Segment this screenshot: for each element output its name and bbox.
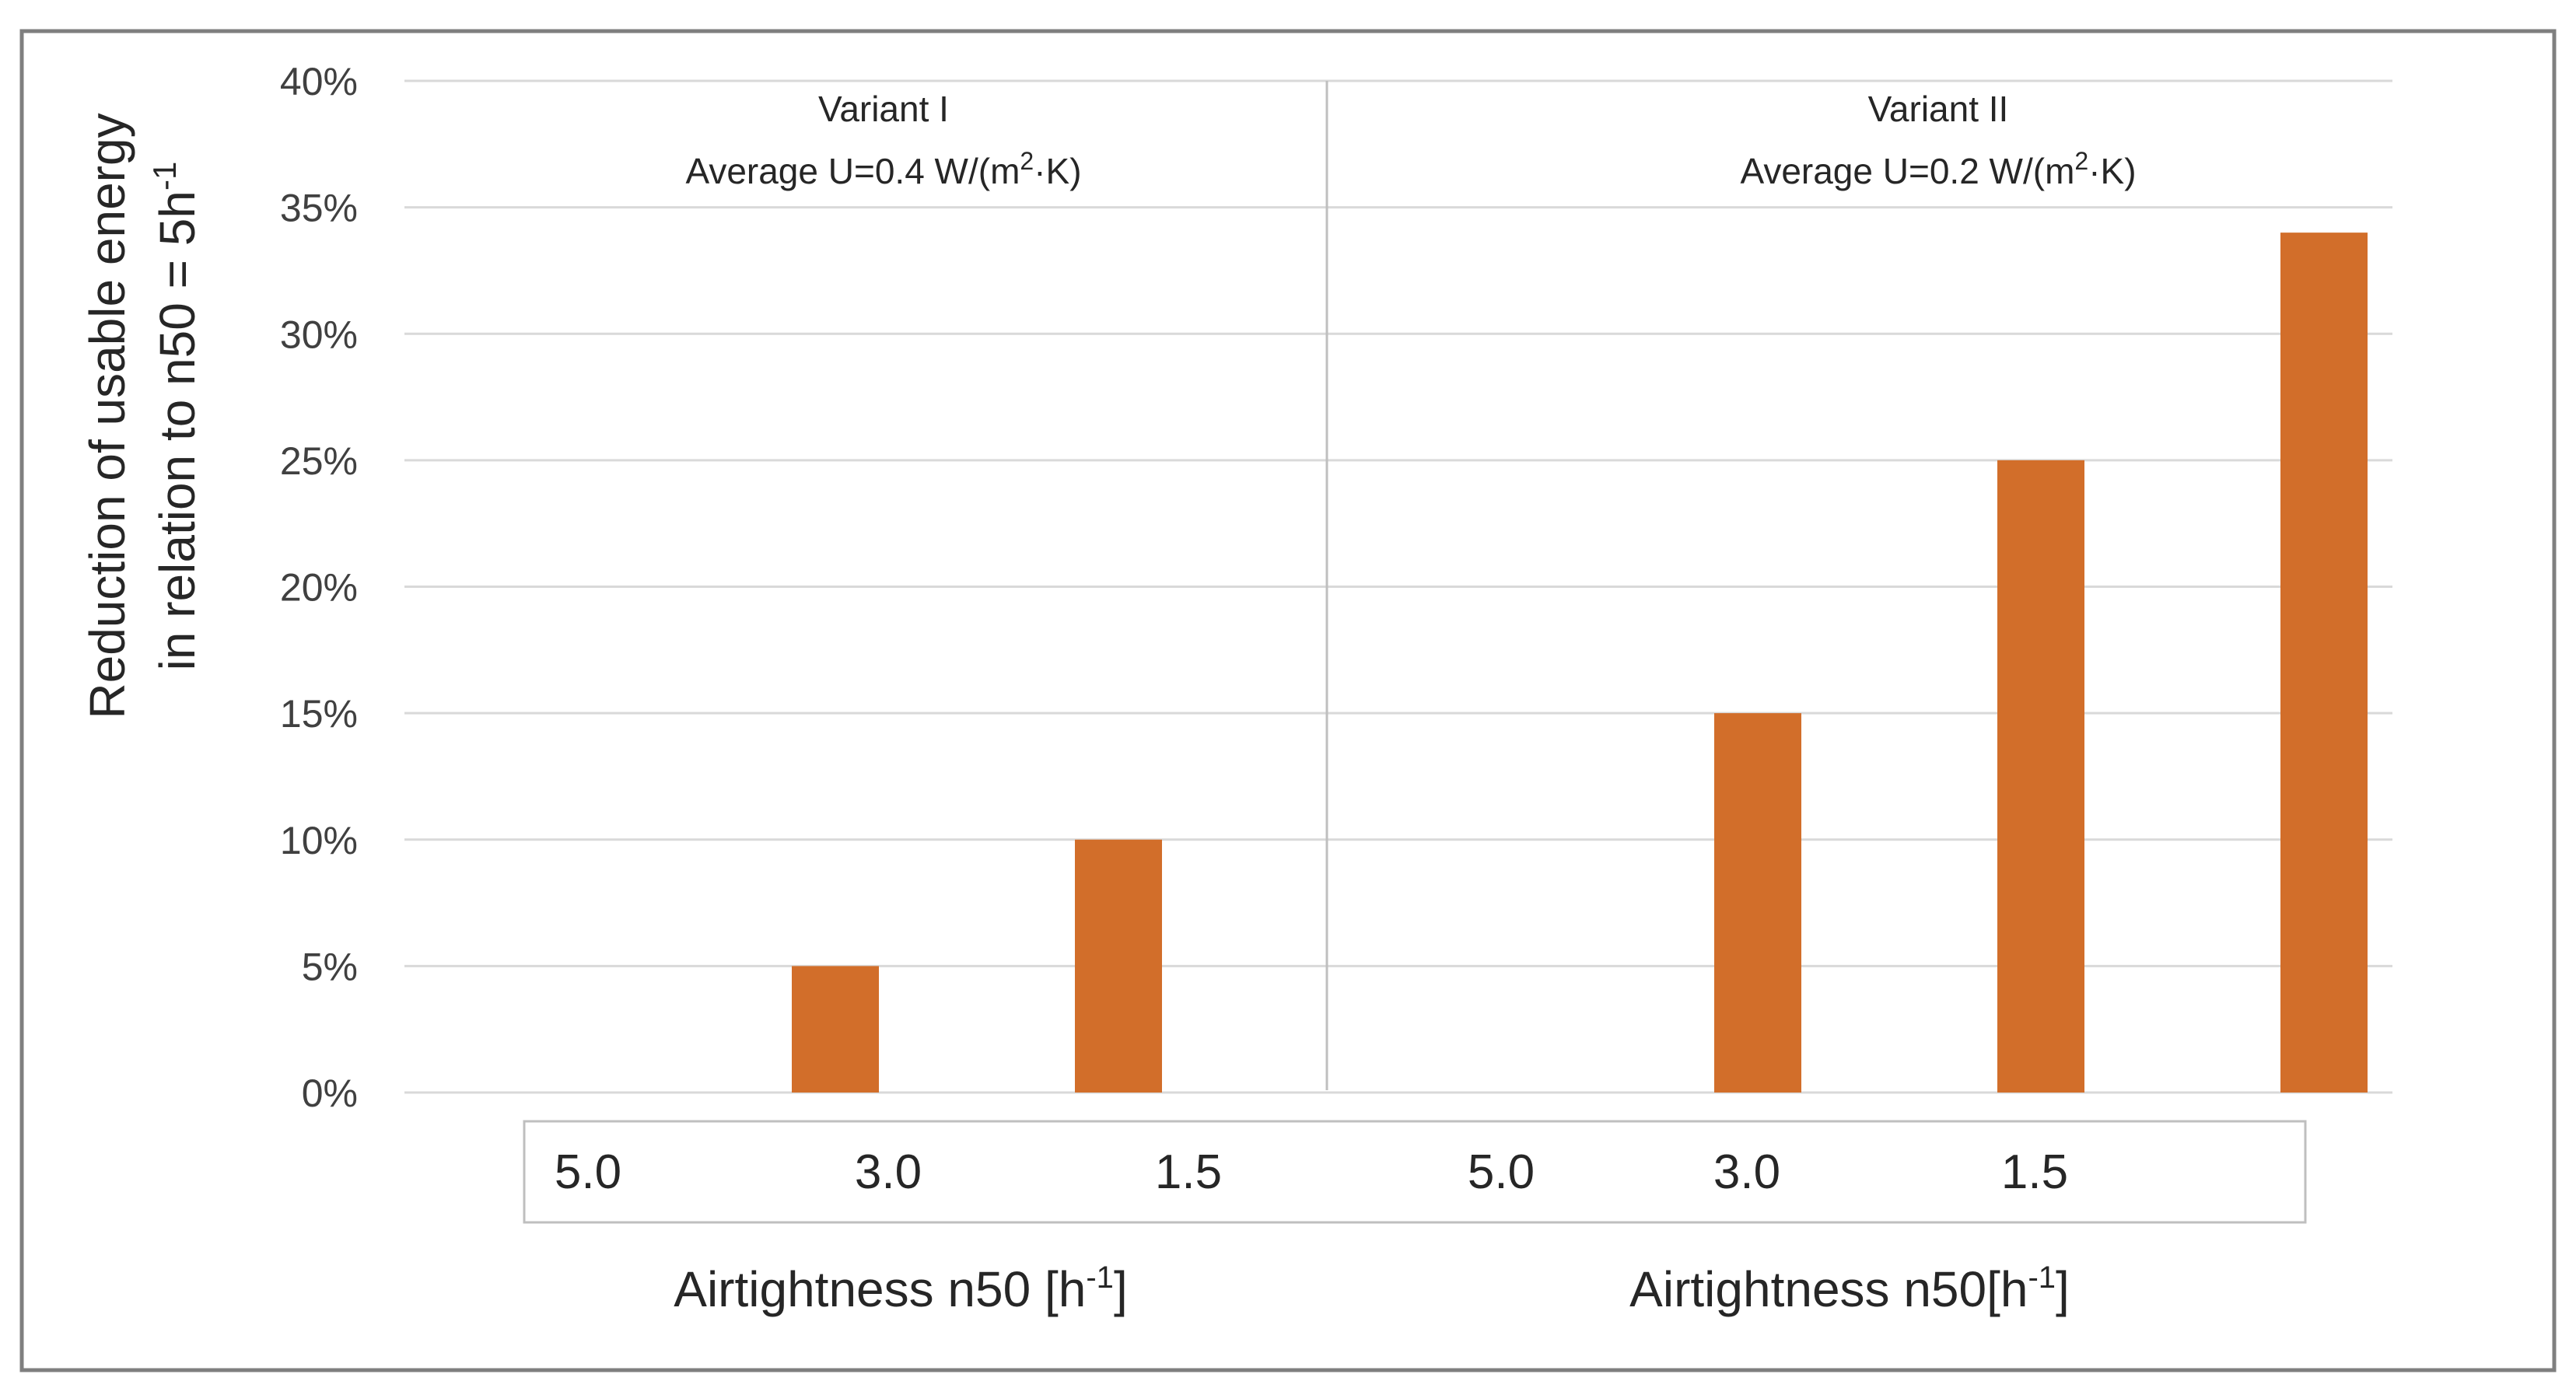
variant-1-title: Variant I bbox=[818, 89, 949, 129]
bar-2-3 bbox=[1997, 460, 2084, 1093]
variant-2-title: Variant II bbox=[1868, 89, 2009, 129]
bar-1-3 bbox=[1075, 839, 1162, 1093]
category-label: 5.0 bbox=[1468, 1145, 1535, 1199]
bar-2-2 bbox=[1714, 713, 1801, 1093]
variant-2-subtitle: Average U=0.2 W/(m2·K) bbox=[1740, 147, 2136, 191]
y-tick-label: 0% bbox=[302, 1072, 358, 1115]
chart-frame bbox=[19, 29, 2557, 1372]
y-tick-label: 40% bbox=[280, 60, 358, 103]
y-tick-label: 30% bbox=[280, 313, 358, 356]
category-label: 3.0 bbox=[1713, 1145, 1780, 1199]
y-axis-label-line-2: in relation to n50 = 5h-1 bbox=[146, 162, 205, 671]
y-tick-label: 15% bbox=[280, 692, 358, 736]
y-tick-label: 20% bbox=[280, 566, 358, 610]
variant-1-subtitle: Average U=0.4 W/(m2·K) bbox=[685, 147, 1081, 191]
y-tick-label: 25% bbox=[280, 439, 358, 483]
category-labels: 5.0 3.0 1.5 5.0 3.0 1.5 bbox=[555, 1145, 2068, 1199]
x-axis-label-variant-2: Airtightness n50[h-1] bbox=[1629, 1260, 2070, 1317]
bar-2-4 bbox=[2280, 232, 2368, 1093]
y-tick-label: 10% bbox=[280, 819, 358, 862]
category-label: 1.5 bbox=[2001, 1145, 2068, 1199]
bar-1-2 bbox=[792, 966, 879, 1093]
category-label: 5.0 bbox=[555, 1145, 621, 1199]
category-label: 3.0 bbox=[855, 1145, 922, 1199]
bars bbox=[792, 232, 2368, 1093]
y-tick-label: 35% bbox=[280, 187, 358, 230]
y-tick-label: 5% bbox=[302, 945, 358, 988]
x-axis-label-variant-1: Airtightness n50 [h-1] bbox=[674, 1260, 1127, 1317]
category-label: 1.5 bbox=[1155, 1145, 1222, 1199]
y-axis-label-line-1: Reduction of usable energy bbox=[79, 113, 135, 718]
category-box bbox=[523, 1120, 2307, 1224]
y-tick-labels: 0% 5% 10% 15% 20% 25% 30% 35% 40% bbox=[280, 60, 358, 1115]
